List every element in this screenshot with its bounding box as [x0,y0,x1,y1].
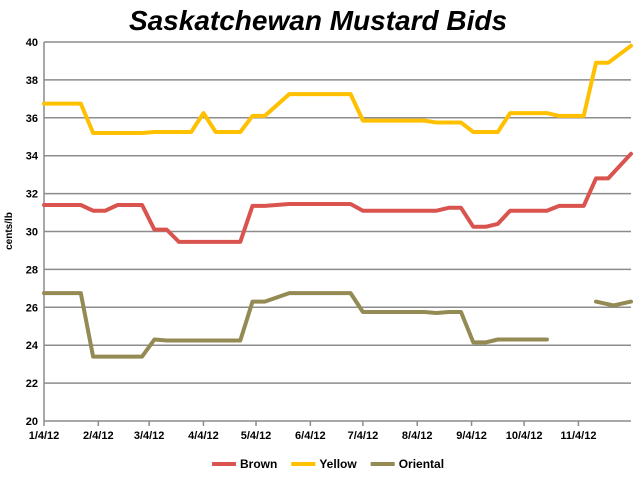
y-tick-label: 26 [26,302,38,314]
x-tick-label: 10/4/12 [506,430,543,442]
y-axis-tick-labels: 20 22 24 26 28 30 32 34 36 38 40 [26,37,39,428]
x-axis-tick-labels: 1/4/12 2/4/12 3/4/12 4/4/12 5/4/12 6/4/12 7/4/… [29,430,597,442]
y-tick-label: 34 [26,151,39,163]
series-line-brown [42,151,633,244]
gridlines [44,41,631,384]
legend-label-yellow: Yellow [319,457,357,471]
y-axis-label: cents/lb [4,212,15,250]
y-tick-label: 20 [26,416,38,428]
legend-label-brown: Brown [240,457,277,471]
x-tick-label: 6/4/12 [295,430,326,442]
axes [43,42,631,426]
y-tick-label: 32 [26,189,38,201]
series-line-oriental-segment-1 [42,291,549,359]
y-tick-label: 38 [26,75,38,87]
x-tick-label: 5/4/12 [241,430,272,442]
x-tick-label: 7/4/12 [348,430,379,442]
y-tick-label: 40 [26,37,38,49]
x-tick-label: 8/4/12 [402,430,433,442]
series-line-oriental-segment-2 [594,299,633,308]
y-tick-label: 36 [26,113,38,125]
x-tick-label: 4/4/12 [188,430,219,442]
legend: Brown Yellow Oriental [212,457,444,471]
x-tick-label: 2/4/12 [83,430,114,442]
x-tick-label: 3/4/12 [134,430,165,442]
x-tick-label: 9/4/12 [456,430,487,442]
y-tick-label: 28 [26,264,38,276]
legend-label-oriental: Oriental [399,457,444,471]
x-tick-label: 11/4/12 [560,430,596,442]
y-tick-label: 24 [26,340,39,352]
series-lines [42,43,633,359]
series-line-yellow [42,43,633,135]
y-tick-label: 22 [26,378,38,390]
y-tick-label: 30 [26,227,38,239]
chart-title: Saskatchewan Mustard Bids [129,5,507,36]
x-tick-label: 1/4/12 [29,430,60,442]
